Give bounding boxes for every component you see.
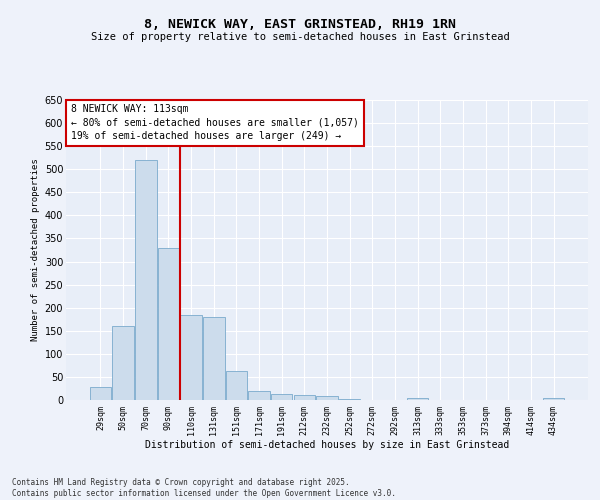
Text: 8 NEWICK WAY: 113sqm
← 80% of semi-detached houses are smaller (1,057)
19% of se: 8 NEWICK WAY: 113sqm ← 80% of semi-detac…	[71, 104, 359, 141]
Bar	[135, 160, 157, 400]
Bar	[543, 398, 564, 400]
Bar	[293, 396, 315, 400]
Bar	[407, 398, 428, 400]
X-axis label: Distribution of semi-detached houses by size in East Grinstead: Distribution of semi-detached houses by …	[145, 440, 509, 450]
Bar	[112, 326, 134, 400]
Text: Size of property relative to semi-detached houses in East Grinstead: Size of property relative to semi-detach…	[91, 32, 509, 42]
Bar	[339, 398, 361, 400]
Bar	[181, 314, 202, 400]
Bar	[316, 396, 338, 400]
Bar	[203, 317, 224, 400]
Bar	[90, 387, 111, 400]
Text: Contains HM Land Registry data © Crown copyright and database right 2025.
Contai: Contains HM Land Registry data © Crown c…	[12, 478, 396, 498]
Y-axis label: Number of semi-detached properties: Number of semi-detached properties	[31, 158, 40, 342]
Text: 8, NEWICK WAY, EAST GRINSTEAD, RH19 1RN: 8, NEWICK WAY, EAST GRINSTEAD, RH19 1RN	[144, 18, 456, 30]
Bar	[158, 248, 179, 400]
Bar	[226, 371, 247, 400]
Bar	[248, 391, 270, 400]
Bar	[271, 394, 292, 400]
